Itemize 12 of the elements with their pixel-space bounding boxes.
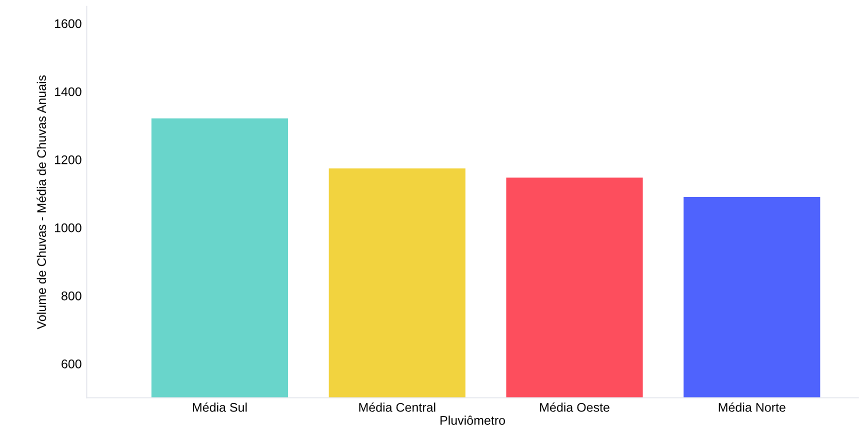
- x-axis-title: Pluviômetro: [440, 416, 505, 425]
- x-tick-label: Média Oeste: [540, 402, 610, 412]
- x-tick-label: Média Norte: [718, 402, 786, 412]
- y-tick-label: 1400: [54, 87, 82, 96]
- y-tick-label: 600: [62, 360, 82, 368]
- x-tick-label: Média Central: [359, 402, 436, 412]
- y-tick-label: 1000: [54, 223, 82, 232]
- y-axis-title: Volume de Chuvas - Média de Chuvas Anuais: [36, 75, 46, 330]
- x-tick-label: Média Sul: [192, 402, 247, 412]
- y-tick-label: 1600: [54, 19, 82, 28]
- y-tick-label: 800: [62, 291, 82, 300]
- y-tick-label: 1200: [54, 155, 82, 164]
